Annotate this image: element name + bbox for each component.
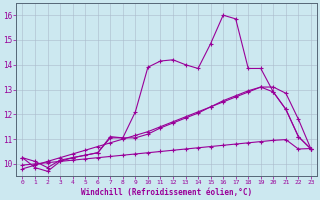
X-axis label: Windchill (Refroidissement éolien,°C): Windchill (Refroidissement éolien,°C) — [81, 188, 252, 197]
